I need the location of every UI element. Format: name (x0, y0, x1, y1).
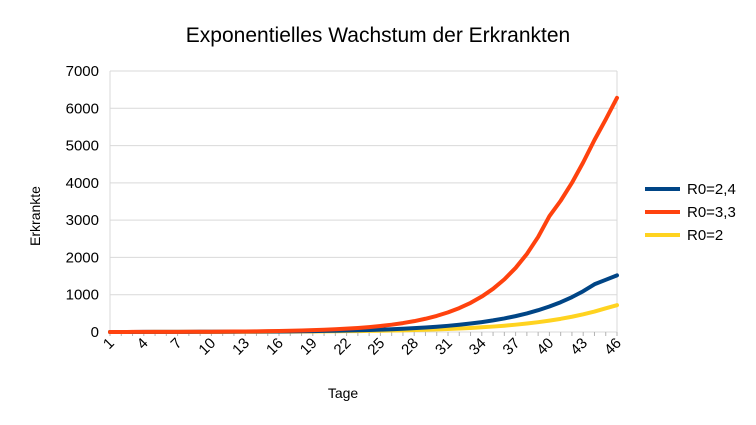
x-tick-label: 7 (168, 335, 186, 353)
x-axis-title: Tage (328, 385, 359, 401)
y-tick-label: 2000 (66, 249, 99, 266)
y-tick-label: 4000 (66, 175, 99, 192)
legend-label: R0=2 (687, 227, 723, 244)
x-tick-label: 22 (331, 335, 355, 359)
x-tick-label: 13 (229, 335, 253, 359)
legend-label: R0=2,4 (687, 181, 736, 198)
y-axis-ticks: 0 1000 2000 3000 4000 5000 6000 7000 (66, 63, 99, 341)
series-line (108, 95, 619, 334)
legend-label: R0=3,3 (687, 204, 736, 221)
x-tick-label: 40 (533, 335, 557, 359)
x-tick-label: 43 (567, 335, 591, 359)
y-tick-label: 0 (91, 324, 99, 341)
y-tick-label: 3000 (66, 212, 99, 229)
series-lines (108, 95, 619, 334)
y-tick-label: 1000 (66, 287, 99, 304)
x-tick-label: 4 (134, 335, 152, 353)
y-tick-label: 5000 (66, 138, 99, 155)
x-tick-label: 28 (398, 335, 422, 359)
x-tick-label: 37 (500, 335, 524, 359)
x-tick-label: 19 (297, 335, 321, 359)
x-tick-label: 46 (601, 335, 625, 359)
x-tick-label: 31 (432, 335, 456, 359)
y-tick-label: 6000 (66, 100, 99, 117)
x-tick-label: 1 (100, 335, 118, 353)
x-tick-label: 34 (466, 335, 490, 359)
y-axis-title: Erkrankte (27, 186, 43, 246)
chart-title: Exponentielles Wachstum der Erkrankten (186, 24, 570, 47)
x-tick-label: 10 (195, 335, 219, 359)
x-tick-label: 16 (263, 335, 287, 359)
x-tick-label: 25 (364, 335, 388, 359)
x-axis-ticks: 1 4 7 10 13 16 19 22 25 28 31 34 37 40 43 46 (100, 332, 625, 359)
y-tick-label: 7000 (66, 63, 99, 80)
legend: R0=2,4 R0=3,3 R0=2 (645, 181, 736, 244)
gridlines (109, 70, 618, 333)
